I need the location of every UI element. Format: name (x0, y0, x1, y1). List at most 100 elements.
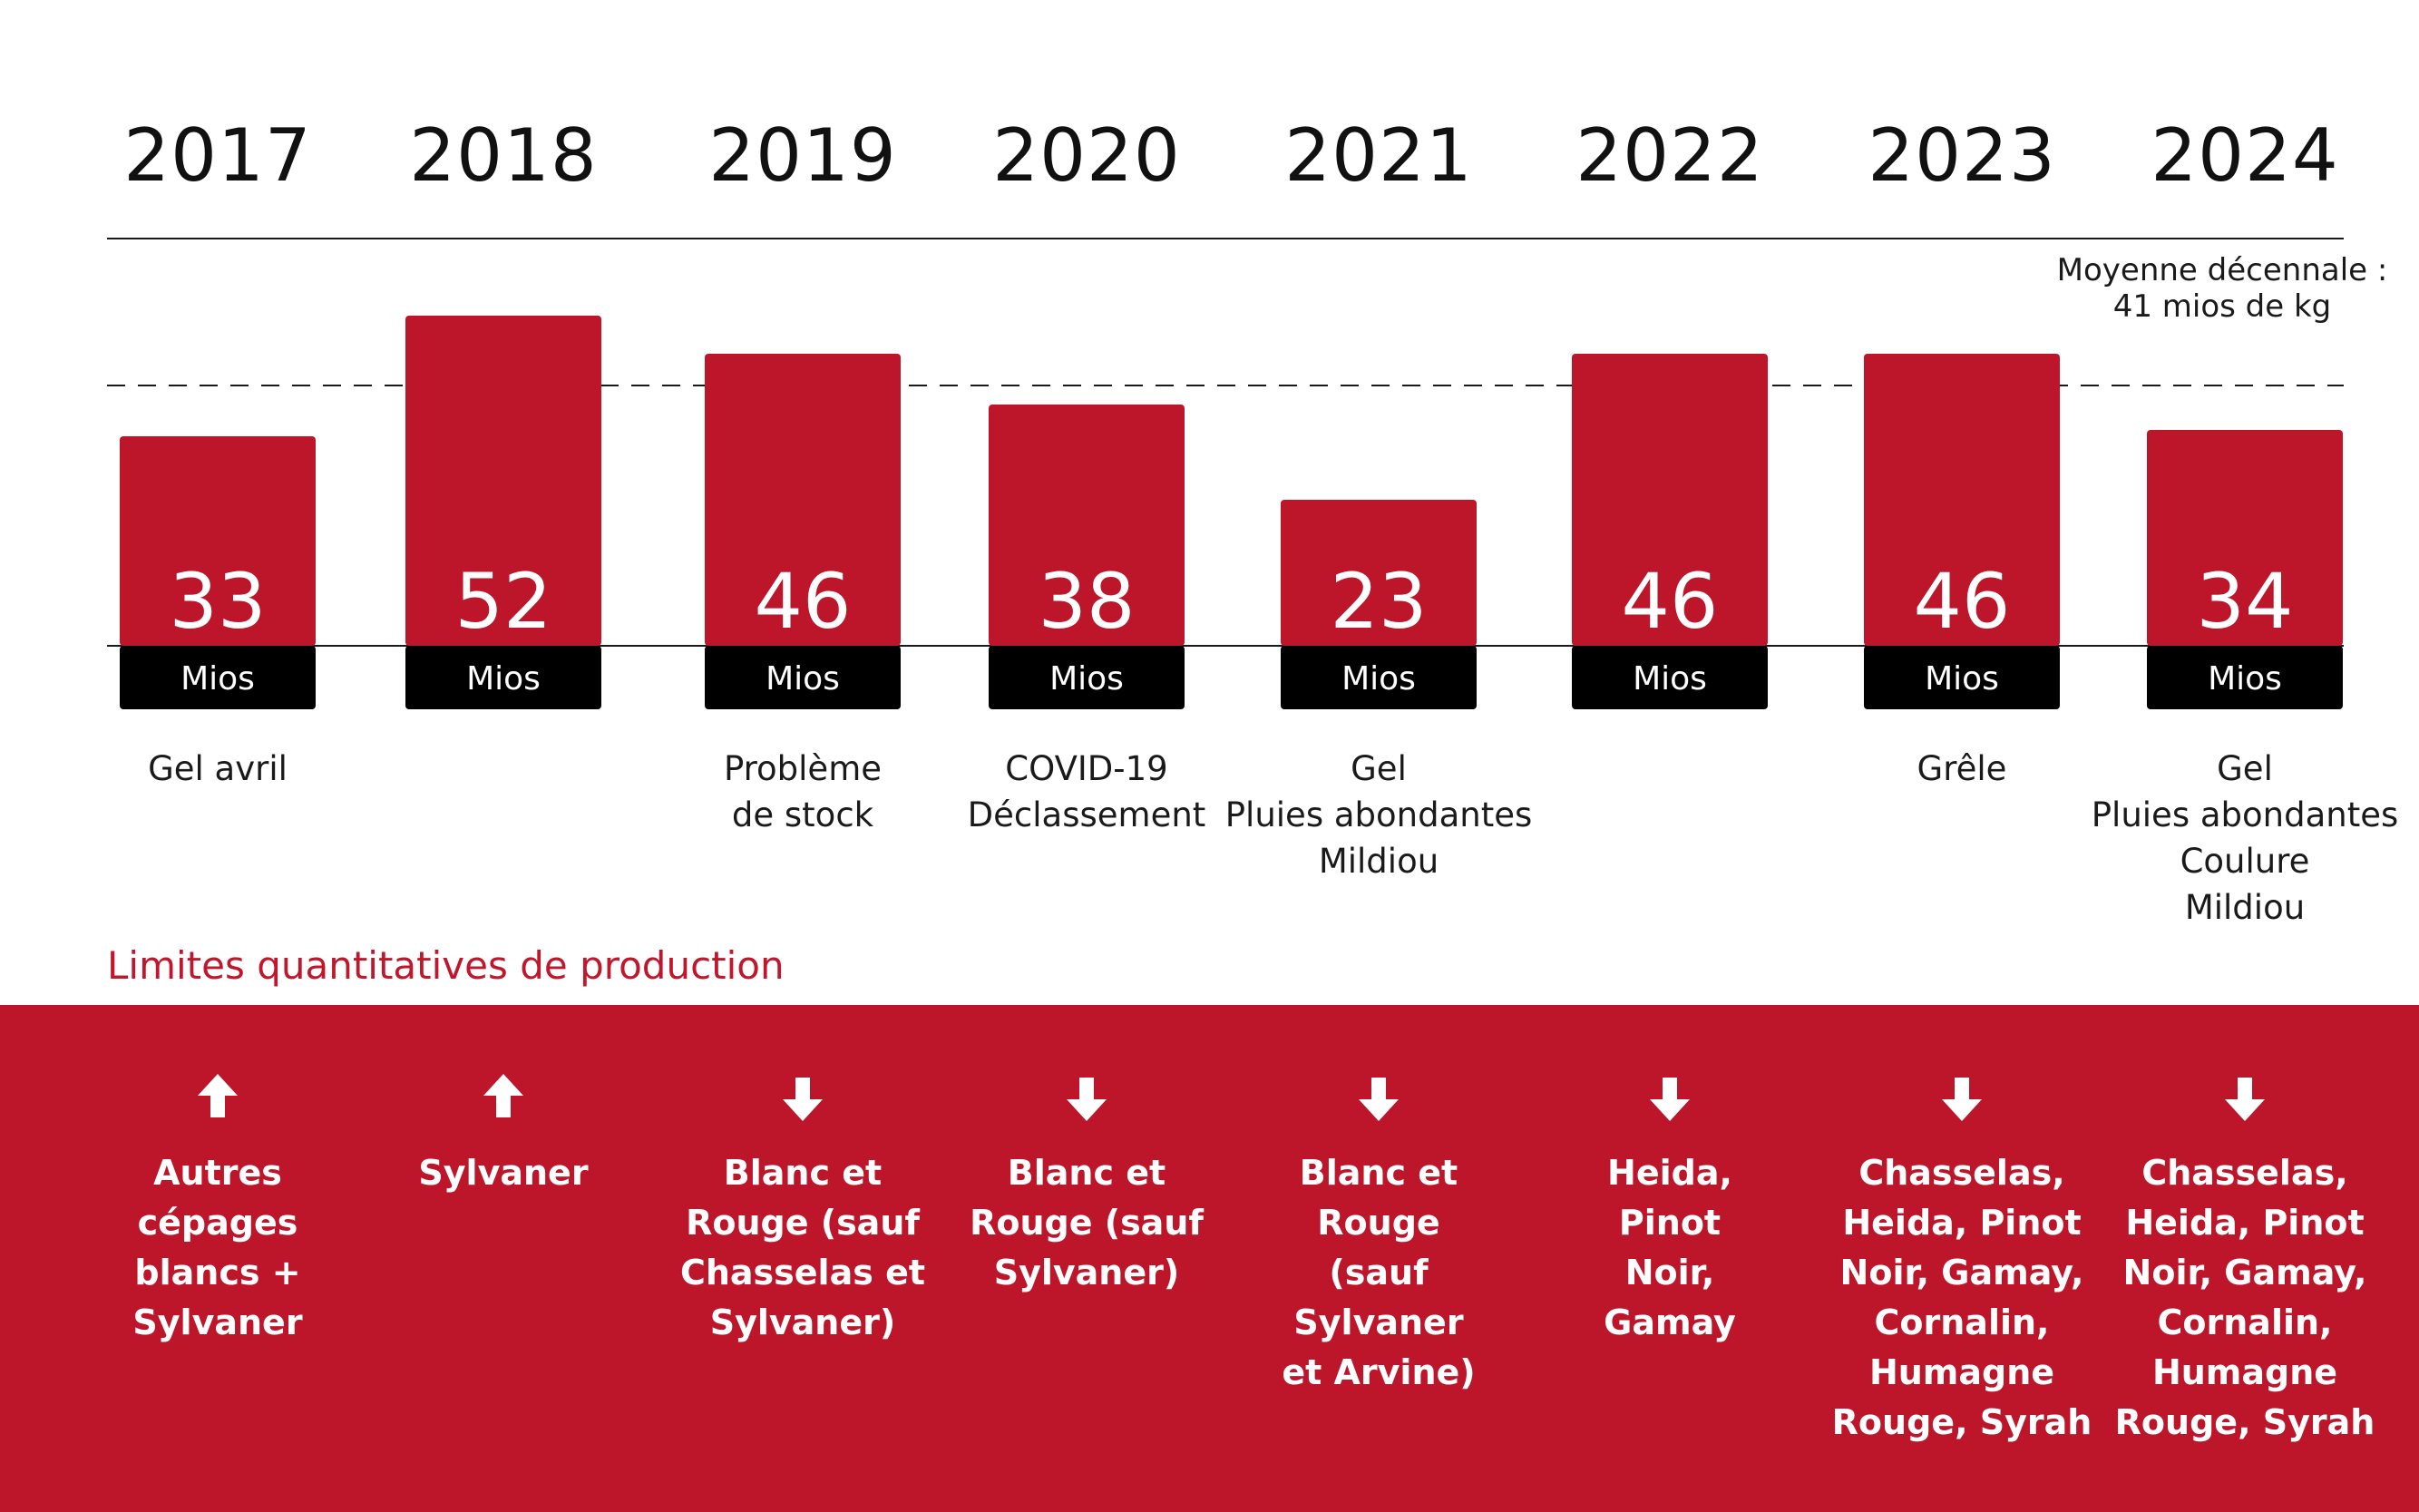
event-note-line: Pluies abondantes (2091, 795, 2399, 834)
down-arrow-icon (1942, 1078, 1982, 1121)
bar-group-2020: 38 Mios (989, 405, 1185, 709)
limit-grapes-line: Rouge (sauf (686, 1203, 920, 1243)
bar-group-2022: 46 Mios (1572, 354, 1768, 709)
bar-unit-label: Mios (466, 660, 541, 697)
limit-grapes-line: Humagne (2151, 1352, 2338, 1392)
up-arrow-icon (198, 1074, 238, 1117)
limit-grapes-line: Pinot (1618, 1203, 1722, 1243)
limit-grapes-line: Blanc et (723, 1153, 883, 1193)
year-2022: 2022 (1575, 113, 1764, 198)
limit-grapes-line: Chasselas, (1858, 1153, 2065, 1193)
limit-grapes-line: Humagne (1868, 1352, 2055, 1392)
down-arrow-icon (1650, 1078, 1690, 1121)
event-note-line: Gel avril (148, 749, 288, 788)
down-arrow-icon (2225, 1078, 2265, 1121)
bar-2020 (989, 405, 1185, 646)
limit-grapes-line: blancs + (134, 1253, 301, 1293)
limit-grapes-line: Rouge (sauf (970, 1203, 1204, 1243)
bar-value-label: 38 (1039, 557, 1136, 646)
bar-2017 (120, 436, 316, 646)
event-note-2019: Problème de stock (649, 746, 957, 838)
bar-value-label: 23 (1331, 557, 1428, 646)
section-title: Limites quantitatives de production (107, 943, 785, 988)
event-note-2021: Gel Pluies abondantes Mildiou (1224, 746, 1533, 884)
year-2024: 2024 (2151, 113, 2339, 198)
limit-grapes-line: Blanc et (1007, 1153, 1166, 1193)
event-note-line: Gel (2217, 749, 2273, 788)
limit-grapes-line: Blanc et Rouge (1299, 1153, 1458, 1243)
limit-grapes-2022: Heida, Pinot Noir, Gamay (1538, 1148, 1801, 1348)
bar-unit-band (120, 646, 316, 709)
header-divider (107, 238, 2344, 239)
bar-unit-label: Mios (180, 660, 255, 697)
average-label-line-2: 41 mios de kg (2112, 288, 2332, 325)
limit-grapes-2018: Sylvaner (372, 1148, 635, 1198)
limit-grapes-line: Chasselas, (2141, 1153, 2348, 1193)
event-note-line: Déclassement (967, 795, 1206, 834)
limit-grapes-line: Gamay (1604, 1302, 1736, 1342)
year-2020: 2020 (992, 113, 1181, 198)
limit-grapes-2020: Blanc et Rouge (sauf Sylvaner) (955, 1148, 1218, 1298)
bar-2021 (1281, 500, 1477, 646)
bar-2019 (705, 354, 901, 646)
event-note-line: Pluies abondantes (1224, 795, 1533, 834)
bar-unit-band (1572, 646, 1768, 709)
bar-group-2018: 52 Mios (405, 316, 601, 709)
bar-unit-band (1281, 646, 1477, 709)
limit-grapes-line: Cornalin, (1874, 1302, 2050, 1342)
limit-grapes-line: Cornalin, (2157, 1302, 2333, 1342)
year-2018: 2018 (409, 113, 598, 198)
bar-2024 (2147, 430, 2343, 646)
limit-grapes-line: Autres (153, 1153, 282, 1193)
average-label: Moyenne décennale : 41 mios de kg (2032, 252, 2413, 325)
bar-unit-label: Mios (1633, 660, 1707, 697)
limit-grapes-line: Rouge, Syrah (2114, 1402, 2375, 1442)
event-note-line: Grêle (1917, 749, 2007, 788)
limit-grapes-2024: Chasselas, Heida, Pinot Noir, Gamay, Cornal… (2113, 1148, 2376, 1448)
bar-2022 (1572, 354, 1768, 646)
bar-unit-label: Mios (766, 660, 840, 697)
average-label-line-1: Moyenne décennale : (2056, 252, 2388, 288)
bar-unit-band (405, 646, 601, 709)
event-note-line: Coulure (2180, 842, 2310, 881)
bar-unit-label: Mios (1925, 660, 1999, 697)
year-2021: 2021 (1284, 113, 1473, 198)
event-note-line: COVID-19 (1005, 749, 1168, 788)
limit-grapes-line: Noir, Gamay, (1839, 1253, 2084, 1293)
bar-unit-label: Mios (1049, 660, 1124, 697)
limit-grapes-line: cépages (137, 1203, 298, 1243)
bar-unit-band (705, 646, 901, 709)
bar-unit-band (2147, 646, 2343, 709)
down-arrow-icon (1359, 1078, 1399, 1121)
bar-group-2024: 34 Mios (2147, 430, 2343, 709)
limit-grapes-line: Sylvaner (418, 1153, 589, 1193)
limit-grapes-line: Heida, Pinot (2125, 1203, 2365, 1243)
bar-group-2021: 23 Mios (1281, 500, 1477, 709)
bar-2023 (1864, 354, 2060, 646)
year-2023: 2023 (1868, 113, 2056, 198)
bar-unit-band (989, 646, 1185, 709)
bar-value-label: 46 (1622, 557, 1719, 646)
limit-grapes-line: Noir, (1624, 1253, 1715, 1293)
production-bar-chart: 33 Mios 52 Mios 46 Mios 38 Mios 23 Mios 46 Mios 46 Mi… (107, 316, 2344, 709)
limit-grapes-line: Rouge, Syrah (1831, 1402, 2092, 1442)
bar-unit-label: Mios (1341, 660, 1416, 697)
limits-band (0, 1005, 2419, 1512)
bar-2018 (405, 316, 601, 646)
limit-grapes-2021: Blanc et Rouge (sauf Sylvaner et Arvine) (1247, 1148, 1510, 1398)
limit-grapes-line: Sylvaner (132, 1302, 303, 1342)
bar-value-label: 46 (1914, 557, 2011, 646)
bar-unit-band (1864, 646, 2060, 709)
event-note-line: Problème (723, 749, 883, 788)
event-note-line: Mildiou (2184, 888, 2306, 927)
event-note-line: Gel (1351, 749, 1407, 788)
limit-grapes-line: Chasselas et (679, 1253, 926, 1293)
limit-grapes-line: Heida, Pinot (1842, 1203, 2082, 1243)
limit-grapes-line: Sylvaner) (709, 1302, 896, 1342)
year-2019: 2019 (708, 113, 897, 198)
bar-value-label: 46 (755, 557, 852, 646)
up-arrow-icon (483, 1074, 523, 1117)
bar-value-label: 52 (455, 557, 552, 646)
bar-group-2017: 33 Mios (120, 436, 316, 709)
event-note-2023: Grêle (1808, 746, 2116, 792)
